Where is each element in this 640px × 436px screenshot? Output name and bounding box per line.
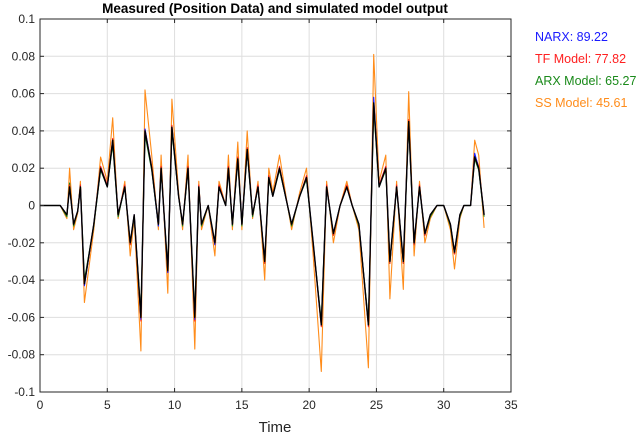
x-tick-label: 25 bbox=[370, 398, 384, 412]
chart-title: Measured (Position Data) and simulated m… bbox=[102, 1, 448, 16]
grid-lines bbox=[39, 18, 512, 393]
x-tick-label: 15 bbox=[235, 398, 249, 412]
y-tick-label: -0.04 bbox=[8, 273, 36, 287]
legend-entry-tf-model: TF Model: 77.82 bbox=[535, 52, 626, 66]
x-tick-label: 10 bbox=[168, 398, 182, 412]
axis-ticks: 0 5 10 15 20 25 30 35 0.1 0.08 0.06 0.04 0.02 0 -0.02 -… bbox=[8, 12, 518, 412]
y-tick-label: -0.1 bbox=[14, 385, 35, 399]
y-tick-label: 0.06 bbox=[12, 87, 36, 101]
y-tick-label: 0 bbox=[28, 199, 35, 213]
y-tick-label: 0.04 bbox=[12, 124, 36, 138]
x-axis-label: Time bbox=[259, 419, 292, 436]
x-tick-label: 5 bbox=[104, 398, 111, 412]
x-tick-label: 0 bbox=[37, 398, 44, 412]
y-tick-label: -0.06 bbox=[8, 310, 36, 324]
y-tick-label: -0.02 bbox=[8, 236, 36, 250]
y-tick-label: -0.08 bbox=[8, 348, 36, 362]
legend-entry-narx: NARX: 89.22 bbox=[535, 30, 608, 44]
legend-entry-arx-model: ARX Model: 65.27 bbox=[535, 74, 636, 88]
x-tick-label: 35 bbox=[504, 398, 518, 412]
y-tick-label: 0.02 bbox=[12, 161, 36, 175]
legend: NARX: 89.22 TF Model: 77.82 ARX Model: 65.… bbox=[535, 30, 636, 110]
series-lines bbox=[40, 53, 485, 373]
series-line-measured bbox=[40, 102, 485, 326]
legend-entry-ss-model: SS Model: 45.61 bbox=[535, 96, 627, 110]
x-tick-label: 30 bbox=[437, 398, 451, 412]
y-tick-label: 0.1 bbox=[18, 12, 35, 26]
y-tick-label: 0.08 bbox=[12, 49, 36, 63]
x-tick-label: 20 bbox=[302, 398, 316, 412]
